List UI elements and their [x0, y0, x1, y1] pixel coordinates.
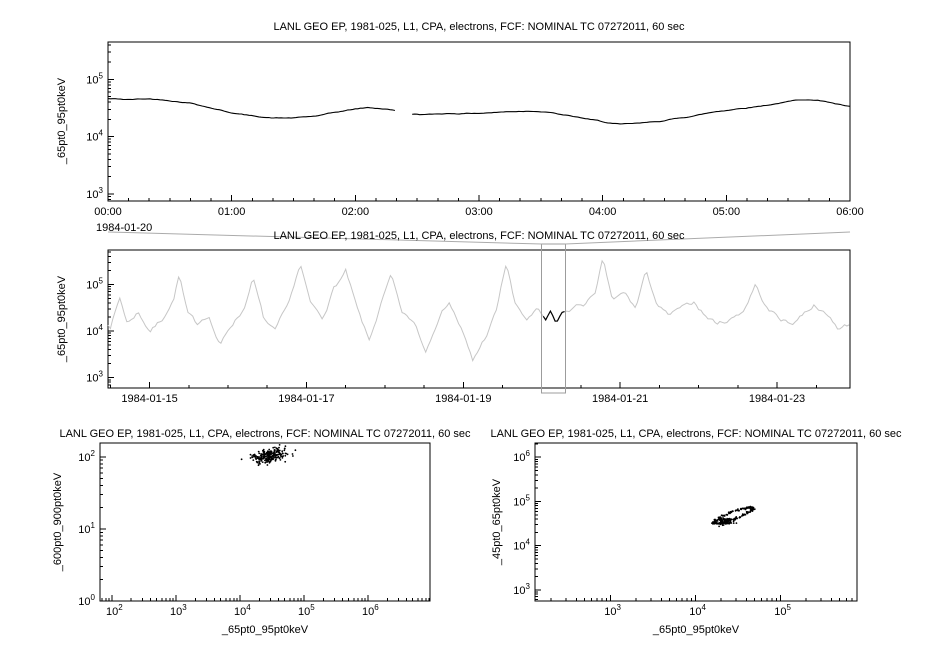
zoom-selection-box[interactable] [541, 243, 566, 394]
svg-text:101: 101 [78, 521, 95, 536]
svg-text:103: 103 [513, 582, 530, 597]
electron-flux-65-95keV [107, 98, 851, 125]
svg-text:105: 105 [774, 603, 791, 618]
svg-text:103: 103 [86, 370, 103, 385]
panel-1-plot-area[interactable]: 103 104 105 00:00 01:00 02:00 03:00 04:00 05:00 0… [86, 41, 864, 218]
svg-text:106: 106 [362, 603, 379, 618]
svg-text:105: 105 [86, 71, 103, 86]
svg-text:102: 102 [78, 449, 95, 464]
svg-text:1984-01-17: 1984-01-17 [278, 393, 334, 405]
svg-text:104: 104 [86, 323, 103, 338]
svg-text:104: 104 [86, 129, 103, 144]
svg-text:103: 103 [86, 186, 103, 201]
svg-text:06:00: 06:00 [836, 206, 864, 218]
svg-text:1984-01-23: 1984-01-23 [749, 393, 805, 405]
highlighted-selection-series [542, 309, 565, 322]
electron-flux-65-95keV-context [107, 259, 850, 362]
svg-text:104: 104 [689, 603, 706, 618]
svg-text:105: 105 [298, 603, 315, 618]
panel-1-y-axis-label: _65pt0_95pt0keV [56, 77, 68, 165]
svg-text:04:00: 04:00 [589, 206, 617, 218]
panel-2-plot-area[interactable]: 103 104 105 1984-01-15 1984-01-17 1984-01-19 1… [86, 243, 851, 405]
scatter-points [240, 444, 297, 467]
panel-1-date-label: 1984-01-20 [96, 222, 153, 234]
panel-3-title: LANL GEO EP, 1981-025, L1, CPA, electron… [59, 428, 471, 440]
svg-text:1984-01-21: 1984-01-21 [592, 393, 648, 405]
zoom-connector-lines [107, 231, 851, 245]
panel-2-title: LANL GEO EP, 1981-025, L1, CPA, electron… [273, 230, 685, 242]
scatter-blob-points [714, 516, 738, 528]
svg-text:100: 100 [78, 593, 95, 608]
panel-3-x-axis-label: _65pt0_95pt0keV [221, 624, 309, 636]
panel-2-y-axis-label: _65pt0_95pt0keV [56, 275, 68, 363]
svg-text:104: 104 [234, 603, 251, 618]
panel-4-plot-area[interactable]: 103 104 105 106 103 104 105 [513, 442, 858, 618]
svg-text:103: 103 [170, 603, 187, 618]
svg-text:1984-01-19: 1984-01-19 [435, 393, 491, 405]
panel-4-title: LANL GEO EP, 1981-025, L1, CPA, electron… [490, 428, 902, 440]
panel-4-frame [534, 442, 858, 602]
svg-text:1984-01-15: 1984-01-15 [121, 393, 177, 405]
svg-text:106: 106 [513, 449, 530, 464]
svg-text:103: 103 [604, 603, 621, 618]
svg-text:02:00: 02:00 [342, 206, 370, 218]
svg-text:102: 102 [106, 603, 123, 618]
svg-text:00:00: 00:00 [94, 206, 122, 218]
panel-4-tick-labels: 103 104 105 106 103 104 105 [513, 449, 791, 618]
panel-3-y-axis-label: _600pt0_900pt0keV [52, 472, 64, 572]
panel-2-ticks [108, 251, 817, 389]
panel-3-ticks [100, 456, 430, 602]
svg-text:05:00: 05:00 [713, 206, 741, 218]
panel-1-frame [107, 41, 851, 202]
svg-text:105: 105 [86, 276, 103, 291]
panel-3-plot-area[interactable]: 100 101 102 102 103 104 105 106 [78, 442, 431, 618]
panel-3-frame [99, 442, 431, 602]
svg-text:104: 104 [513, 538, 530, 553]
panel-4-x-axis-label: _65pt0_95pt0keV [652, 624, 740, 636]
panel-2-frame [107, 249, 851, 389]
panel-4-y-axis-label: _45pt0_65pt0keV [491, 478, 503, 566]
svg-text:01:00: 01:00 [218, 206, 246, 218]
svg-text:03:00: 03:00 [465, 206, 493, 218]
panel-4-ticks [535, 443, 858, 601]
panel-1-tick-labels: 103 104 105 00:00 01:00 02:00 03:00 04:00 05:00 0… [86, 71, 863, 218]
panel-2-tick-labels: 103 104 105 1984-01-15 1984-01-17 1984-01-19 1… [86, 276, 805, 405]
panel-1-ticks [107, 44, 851, 201]
panel-1-title: LANL GEO EP, 1981-025, L1, CPA, electron… [273, 21, 685, 33]
panel-3-tick-labels: 100 101 102 102 103 104 105 106 [78, 449, 379, 618]
svg-text:105: 105 [513, 493, 530, 508]
